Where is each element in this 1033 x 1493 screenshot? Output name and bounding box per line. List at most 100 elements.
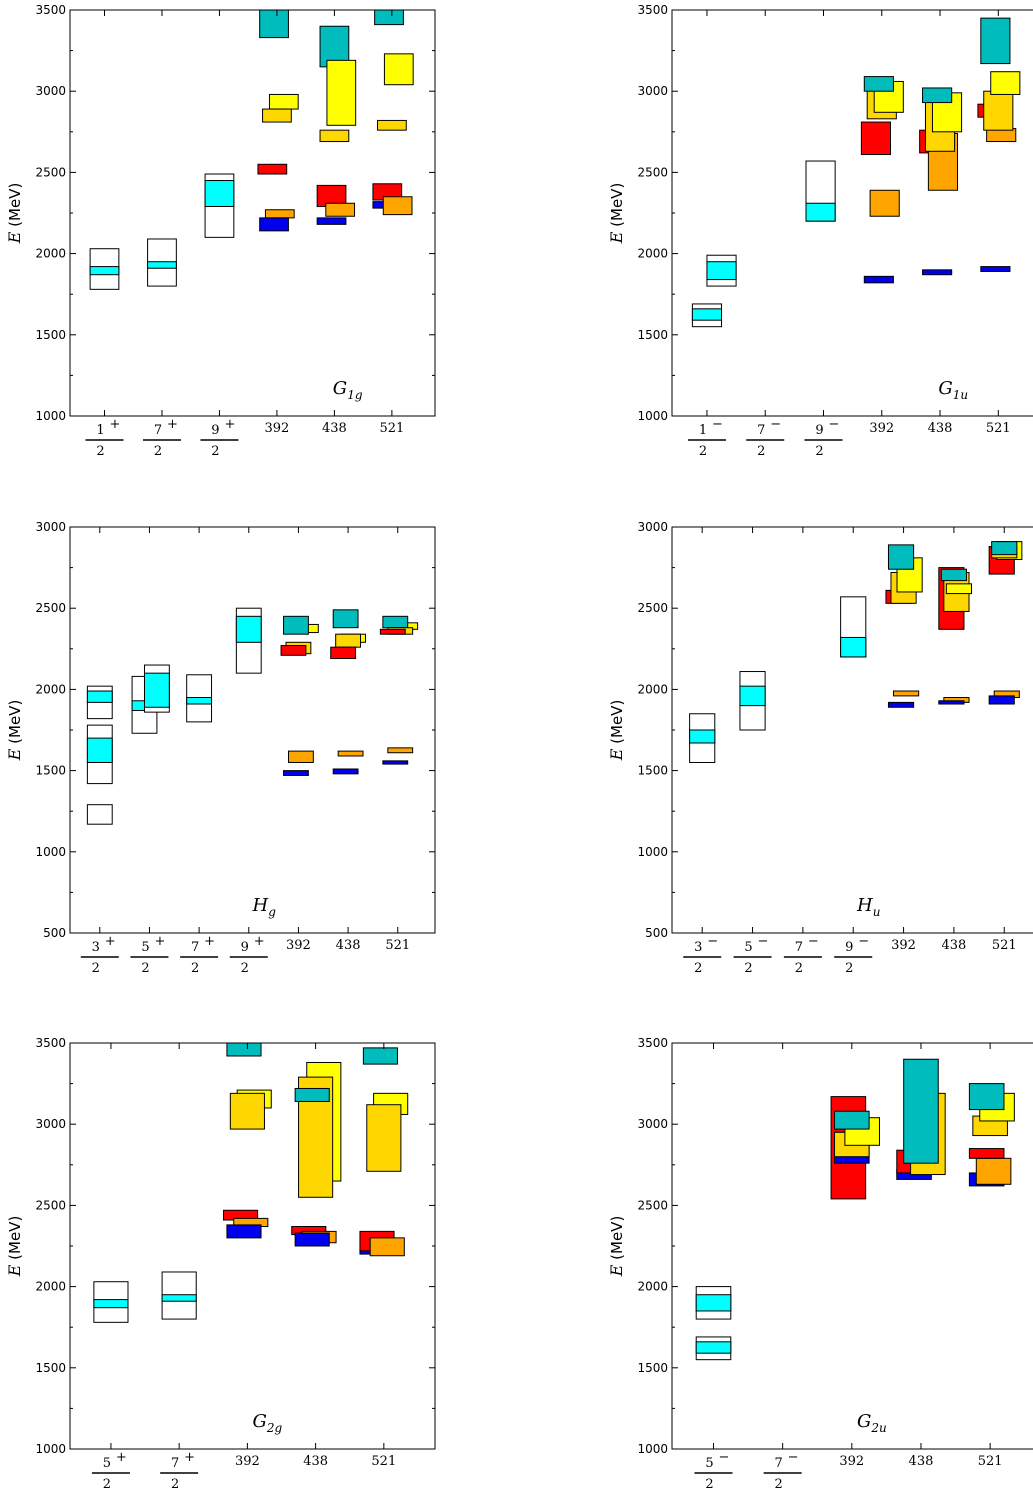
- y-axis-label: E (MeV): [607, 1216, 626, 1278]
- ytick-label-2: 2000: [35, 247, 66, 261]
- spin-denominator: 2: [744, 961, 752, 976]
- energy-box-15: [294, 1232, 330, 1247]
- ytick-label-5: 3000: [637, 520, 668, 534]
- energy-box-16: [922, 87, 953, 104]
- spin-numerator: 9: [211, 423, 219, 438]
- spin-numerator: 7: [171, 1456, 179, 1471]
- energy-box-16: [325, 202, 356, 217]
- spin-parity: −: [758, 934, 769, 949]
- energy-box-19: [332, 609, 359, 629]
- mass-label-2: 521: [371, 1454, 396, 1469]
- ytick-label-3: 2500: [35, 1198, 66, 1212]
- spin-label-1: 7 +2: [160, 1450, 199, 1492]
- spin-numerator: 7: [757, 423, 765, 438]
- spin-numerator: 7: [775, 1456, 783, 1471]
- energy-box-14: [975, 1157, 1012, 1185]
- ytick-label-2: 2000: [637, 247, 668, 261]
- spin-parity: +: [204, 934, 215, 949]
- mass-label-1: 438: [336, 938, 361, 953]
- ytick-label-1: 1500: [35, 1361, 66, 1375]
- ytick-label-1: 1000: [637, 845, 668, 859]
- spin-denominator: 2: [699, 444, 707, 459]
- spin-parity: −: [707, 934, 718, 949]
- ytick-label-5: 3500: [35, 3, 66, 17]
- spin-denominator: 2: [92, 961, 100, 976]
- energy-box-18: [366, 1104, 402, 1172]
- ytick-label-5: 3000: [35, 520, 66, 534]
- energy-box-1: [695, 1341, 732, 1354]
- spin-parity: +: [224, 417, 235, 432]
- spin-denominator: 2: [815, 444, 823, 459]
- energy-box-8: [143, 672, 170, 708]
- spin-denominator: 2: [103, 1477, 111, 1492]
- energy-box-9: [863, 76, 894, 92]
- spin-label-0: 3 −2: [683, 934, 722, 976]
- ytick-label-2: 1500: [637, 764, 668, 778]
- panel-4: 1000 1500 2000 2500 3000 3500 E (MeV) 5 +2 7 +2 392…: [5, 1036, 436, 1492]
- spin-parity: −: [718, 1450, 729, 1465]
- ytick-label-0: 1000: [637, 1442, 668, 1456]
- energy-box-8: [834, 1110, 870, 1130]
- ytick-label-1: 1500: [637, 1361, 668, 1375]
- energy-box-20: [377, 119, 407, 131]
- energy-box-9: [257, 163, 288, 175]
- spin-parity: +: [167, 417, 178, 432]
- energy-box-3: [147, 261, 177, 269]
- spin-label-2: 7 −2: [783, 934, 822, 976]
- ytick-label-0: 500: [645, 926, 668, 940]
- spin-label-1: 5 +2: [130, 934, 169, 976]
- spin-label-0: 1 −2: [687, 417, 726, 459]
- energy-box-21: [335, 633, 362, 648]
- energy-box-21: [991, 541, 1018, 556]
- spin-parity: +: [154, 934, 165, 949]
- ytick-label-2: 1500: [35, 764, 66, 778]
- energy-box-11: [259, 217, 289, 232]
- energy-box-5: [805, 202, 836, 222]
- mass-label-2: 521: [379, 421, 404, 436]
- energy-box-10: [892, 690, 920, 697]
- energy-box-14: [945, 583, 973, 595]
- energy-box-18: [968, 1083, 1005, 1111]
- ytick-label-4: 3000: [35, 84, 66, 98]
- irrep-label: G2u: [857, 1411, 887, 1435]
- energy-box-18: [283, 770, 309, 776]
- energy-box-3: [706, 261, 737, 281]
- spin-parity: +: [184, 1450, 195, 1465]
- spin-label-2: 9 +2: [200, 417, 239, 459]
- energy-box-15: [968, 1148, 1005, 1159]
- plot-frame: [671, 526, 1033, 934]
- spin-numerator: 9: [845, 940, 853, 955]
- energy-box-29: [387, 747, 414, 754]
- spin-denominator: 2: [775, 1477, 783, 1492]
- spin-parity: +: [105, 934, 116, 949]
- energy-box-17: [922, 269, 953, 276]
- ytick-label-3: 2500: [35, 165, 66, 179]
- spin-numerator: 1: [699, 423, 707, 438]
- spin-label-3: 9 +2: [229, 934, 268, 976]
- energy-box-11: [863, 275, 894, 284]
- spin-label-2: 9 −2: [804, 417, 843, 459]
- spin-parity: +: [109, 417, 120, 432]
- energy-box-3: [161, 1294, 197, 1302]
- spin-denominator: 2: [694, 961, 702, 976]
- energy-box-9: [226, 1224, 262, 1239]
- energy-box-23: [382, 196, 413, 216]
- ytick-label-4: 3000: [637, 1117, 668, 1131]
- energy-box-9: [887, 544, 915, 570]
- spin-label-0: 1 +2: [85, 417, 124, 459]
- spin-numerator: 7: [795, 940, 803, 955]
- y-axis-label: E (MeV): [5, 1216, 24, 1278]
- mass-label-0: 392: [839, 1454, 864, 1469]
- energy-box-1: [689, 729, 716, 744]
- mass-label-2: 521: [978, 1454, 1003, 1469]
- spin-denominator: 2: [154, 444, 162, 459]
- energy-box-22: [330, 646, 357, 660]
- ytick-label-3: 2000: [637, 682, 668, 696]
- spin-parity: +: [254, 934, 265, 949]
- mass-label-1: 438: [303, 1454, 328, 1469]
- energy-box-5: [840, 636, 867, 658]
- mass-label-0: 392: [869, 421, 894, 436]
- ytick-label-5: 3500: [637, 3, 668, 17]
- boxes: [689, 541, 1023, 763]
